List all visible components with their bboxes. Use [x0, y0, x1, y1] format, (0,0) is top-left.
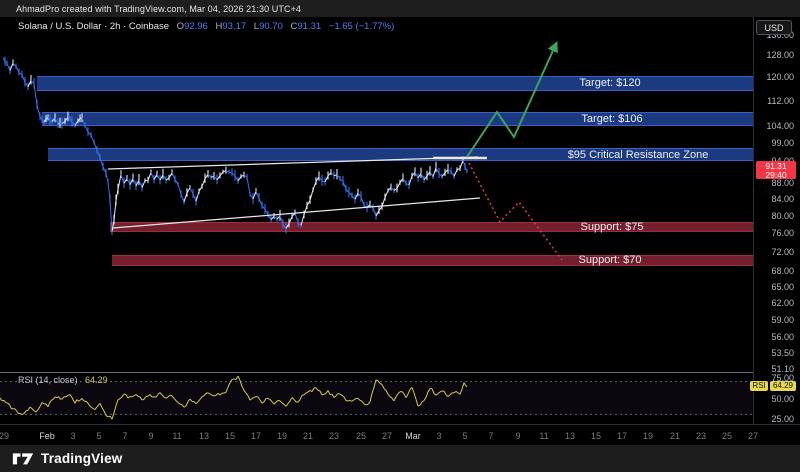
symbol-title[interactable]: Solana / U.S. Dollar · 2h · Coinbase [18, 21, 170, 32]
price-tick: 112.00 [767, 95, 794, 106]
last-price-badge: 91.31 29:40 [756, 161, 796, 181]
time-tick: 25 [721, 431, 733, 441]
time-tick: 21 [669, 431, 681, 441]
time-tick: 13 [564, 431, 576, 441]
price-tick: 104.00 [766, 121, 794, 132]
time-tick: 7 [122, 431, 128, 441]
time-tick: 9 [515, 431, 521, 441]
time-axis[interactable]: 29 Feb 3 5 7 9 11 13 15 17 19 21 23 25 27 Mar 3 5 7 9 11 13 15… [0, 424, 800, 445]
time-tick: 17 [250, 431, 262, 441]
bar-countdown: 29:40 [765, 170, 787, 181]
low-label: L [253, 21, 260, 32]
change-value: −1.65 (−1.77%) [328, 21, 395, 32]
zone-target-106[interactable]: Target: $106 [42, 111, 753, 127]
low-value: 90.70 [259, 21, 283, 32]
rsi-tick: 25.00 [771, 414, 794, 424]
price-chart-drawing-layer [0, 40, 753, 420]
zone-target-120[interactable]: Target: $120 [37, 76, 753, 91]
open-label: O [176, 21, 185, 32]
time-tick: 11 [172, 431, 182, 441]
price-tick: 80.00 [771, 210, 794, 221]
price-tick: 65.00 [771, 281, 794, 292]
time-tick: 15 [590, 431, 602, 441]
currency-unit-button[interactable]: USD [756, 20, 792, 35]
zone-label: Target: $120 [579, 77, 641, 90]
price-tick: 76.00 [771, 228, 794, 239]
attribution-text: AhmadPro created with TradingView.com, M… [16, 3, 302, 14]
rsi-value: 64.29 [85, 375, 108, 385]
attribution-bar: AhmadPro created with TradingView.com, M… [0, 0, 800, 17]
bearish-projection-path [468, 162, 563, 261]
zone-label: $95 Critical Resistance Zone [567, 148, 709, 161]
high-value: 93.17 [222, 21, 247, 32]
price-tick: 51.10 [771, 363, 794, 374]
time-tick: 5 [96, 431, 102, 441]
zone-label: Support: $75 [580, 221, 644, 234]
price-tick: 99.00 [771, 138, 794, 149]
time-tick: 23 [328, 431, 340, 441]
time-tick: 19 [642, 431, 654, 441]
tradingview-brand[interactable]: TradingView [41, 451, 123, 466]
price-tick: 94.00 [771, 156, 794, 166]
time-tick: 15 [224, 431, 236, 441]
high-label: H [215, 21, 223, 32]
price-tick: 62.00 [771, 297, 794, 308]
rsi-axis-value-badge: 64.29 [770, 381, 796, 392]
last-price: 91.31 [765, 161, 787, 172]
time-tick-month: Feb [39, 431, 55, 441]
price-tick: 53.50 [771, 348, 794, 359]
time-tick: 13 [198, 431, 210, 441]
price-tick: 59.00 [771, 314, 794, 325]
rsi-label: RSI (14, close) [18, 375, 78, 385]
rsi-tick: 75.00 [771, 373, 794, 383]
price-tick: 88.00 [771, 178, 794, 189]
rsi-tick: 50.00 [771, 393, 794, 404]
time-tick: 25 [355, 431, 367, 441]
pane-divider[interactable] [0, 372, 800, 373]
price-tick: 120.00 [766, 72, 794, 83]
time-tick: 7 [488, 431, 494, 441]
zone-support-75[interactable]: Support: $75 [110, 221, 753, 234]
time-tick-month: Mar [405, 431, 421, 441]
price-tick: 68.00 [771, 266, 794, 277]
time-tick: 27 [747, 431, 759, 441]
time-tick: 17 [616, 431, 628, 441]
symbol-legend: Solana / U.S. Dollar · 2h · Coinbase O92… [18, 21, 394, 32]
time-tick: 3 [436, 431, 442, 441]
price-tick: 72.00 [771, 246, 794, 257]
close-label: C [290, 21, 298, 32]
open-value: 92.96 [184, 21, 208, 32]
close-value: 91.31 [297, 21, 322, 32]
time-tick: 9 [148, 431, 154, 441]
tradingview-logo-icon[interactable] [12, 451, 34, 466]
footer-bar: TradingView [0, 445, 800, 472]
rsi-axis-badge: RSI [750, 381, 768, 392]
rsi-indicator-legend[interactable]: RSI (14, close) 64.29 [18, 375, 108, 385]
time-tick: 23 [695, 431, 707, 441]
zone-resistance-95[interactable]: $95 Critical Resistance Zone [48, 148, 753, 161]
price-tick: 128.00 [766, 50, 794, 61]
time-tick: 21 [302, 431, 314, 441]
time-tick: 11 [539, 431, 549, 441]
zone-label: Target: $106 [581, 112, 643, 125]
zone-label: Support: $70 [578, 254, 642, 267]
price-axis[interactable]: 91.31 29:40 RSI 64.29 136.00128.00120.00… [750, 17, 800, 424]
time-tick: 5 [462, 431, 468, 441]
price-tick: 56.00 [771, 332, 794, 343]
zone-support-70[interactable]: Support: $70 [112, 254, 753, 267]
time-tick: 29 [0, 431, 10, 441]
price-tick: 84.00 [771, 194, 794, 205]
time-tick: 19 [276, 431, 288, 441]
time-tick: 27 [381, 431, 393, 441]
time-tick: 3 [70, 431, 76, 441]
bullish-projection-arrow [466, 40, 558, 158]
